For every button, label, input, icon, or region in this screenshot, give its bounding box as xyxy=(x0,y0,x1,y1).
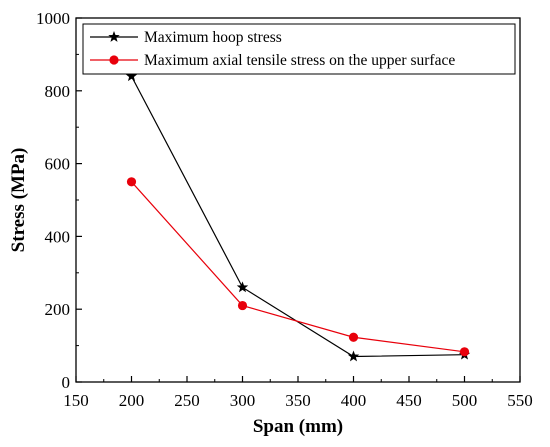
legend-label-2: Maximum axial tensile stress on the uppe… xyxy=(144,52,455,69)
y-axis-title: Stress (MPa) xyxy=(8,148,29,253)
series-1-point xyxy=(347,350,360,362)
x-tick-label: 200 xyxy=(119,391,145,410)
legend-star-marker xyxy=(108,31,120,42)
chart-legend: Maximum hoop stress Maximum axial tensile… xyxy=(82,23,516,75)
legend-box xyxy=(82,23,516,75)
legend-circle-marker xyxy=(109,55,119,65)
series-1-point xyxy=(125,70,138,82)
y-tick-label: 200 xyxy=(45,300,71,319)
series-2-point xyxy=(459,347,470,357)
x-tick-label: 400 xyxy=(341,391,367,410)
y-tick-label: 800 xyxy=(45,82,71,101)
x-tick-label: 350 xyxy=(285,391,311,410)
series-2-point xyxy=(348,332,359,342)
series-2-point xyxy=(237,300,248,311)
x-tick-label: 550 xyxy=(507,391,533,410)
legend-label-1: Maximum hoop stress xyxy=(144,29,282,46)
series-1-point xyxy=(236,281,249,293)
y-tick-label: 400 xyxy=(45,227,71,246)
series-line-2 xyxy=(131,181,465,353)
x-tick-label: 500 xyxy=(452,391,478,410)
x-tick-label: 450 xyxy=(396,391,422,410)
x-tick-label: 250 xyxy=(174,391,200,410)
x-tick-label: 300 xyxy=(230,391,256,410)
x-axis-title: Span (mm) xyxy=(253,416,343,437)
y-tick-label: 0 xyxy=(62,373,71,392)
chart-axes: 150 200 250 300 350 400 450 500 550 0 200 400 600 800… xyxy=(8,9,533,437)
x-tick-label: 150 xyxy=(63,391,89,410)
y-tick-label: 600 xyxy=(45,155,71,174)
chart-marks xyxy=(125,70,471,362)
y-tick-label: 1000 xyxy=(36,9,70,28)
series-2-point xyxy=(126,177,137,187)
